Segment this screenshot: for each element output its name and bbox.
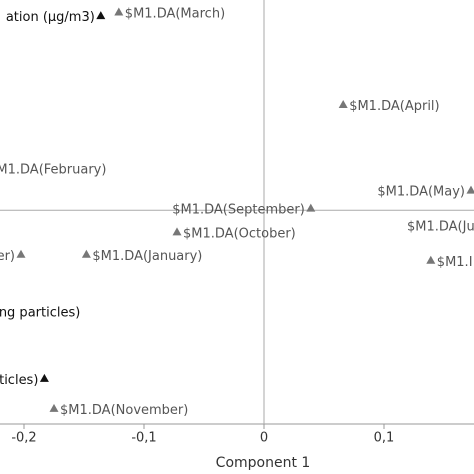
point-label: ation (µg/m3)	[6, 10, 95, 25]
x-tick-label: -0,1	[131, 431, 156, 446]
x-tick-label: 0,1	[374, 431, 395, 446]
point-label: er)	[0, 249, 15, 264]
point	[49, 403, 59, 412]
point	[426, 255, 436, 264]
point-label: ng particles)	[0, 306, 80, 321]
point	[466, 185, 474, 194]
point-label: $M1.DA(November)	[60, 403, 188, 418]
point-label: $M1.DA(May)	[377, 185, 465, 200]
x-axis-label: Component 1	[216, 455, 311, 471]
point-label: $M1.DA(October)	[183, 226, 296, 241]
point	[81, 249, 91, 258]
point	[114, 7, 124, 16]
x-tick-label: -0,2	[11, 431, 36, 446]
point	[338, 99, 348, 108]
point	[96, 11, 106, 20]
point-label: $M1.I	[437, 255, 473, 270]
x-tick-label: 0	[260, 431, 268, 446]
point-label: $M1.DA(September)	[172, 203, 305, 218]
point-label: $M1.DA(July	[407, 220, 474, 235]
point	[172, 227, 182, 236]
point-label: rticles)	[0, 373, 38, 388]
point-label: $M1.DA(April)	[349, 99, 439, 114]
point	[306, 203, 316, 212]
point-label: $M1.DA(March)	[125, 7, 225, 22]
point-label: M1.DA(February)	[0, 163, 106, 178]
point-label: $M1.DA(January)	[92, 249, 202, 264]
point	[39, 373, 49, 382]
point	[16, 249, 26, 258]
